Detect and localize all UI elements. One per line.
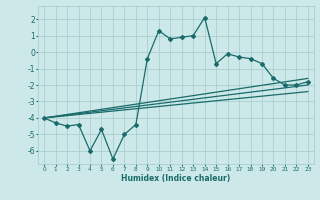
X-axis label: Humidex (Indice chaleur): Humidex (Indice chaleur) <box>121 174 231 183</box>
